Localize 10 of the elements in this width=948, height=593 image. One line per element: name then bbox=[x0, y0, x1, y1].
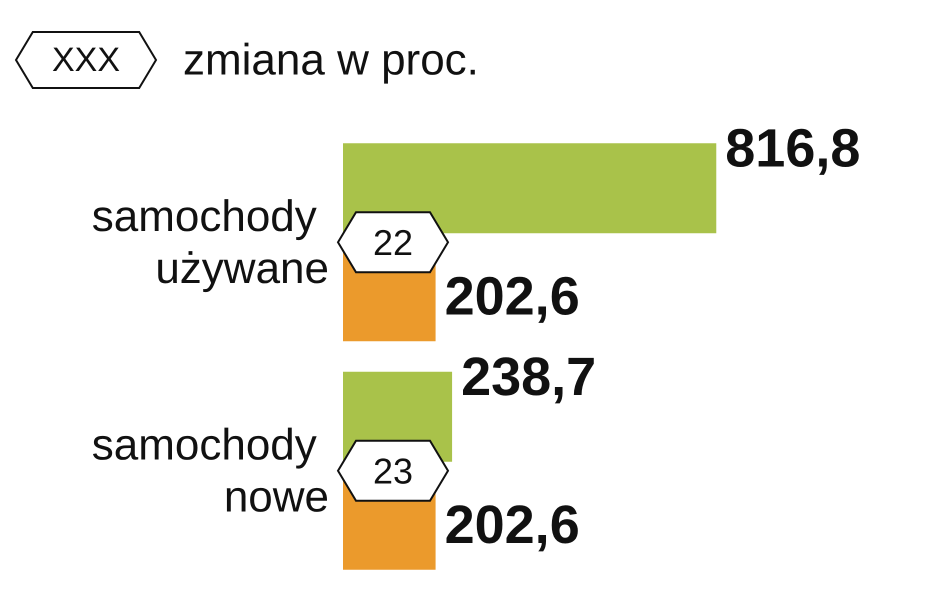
text: XXX bbox=[52, 41, 120, 79]
y-tick-label: samochody używane bbox=[92, 192, 329, 293]
data-label: 202,6 bbox=[444, 494, 580, 555]
annotation: 22 bbox=[372, 222, 414, 263]
data-label: 816,8 bbox=[725, 118, 860, 178]
text: zmiana w proc. bbox=[183, 36, 479, 84]
annotation: 23 bbox=[372, 450, 414, 492]
data-label: 238,7 bbox=[461, 346, 596, 407]
data-label: 202,6 bbox=[444, 266, 580, 326]
y-tick-label: samochody nowe bbox=[92, 420, 329, 522]
